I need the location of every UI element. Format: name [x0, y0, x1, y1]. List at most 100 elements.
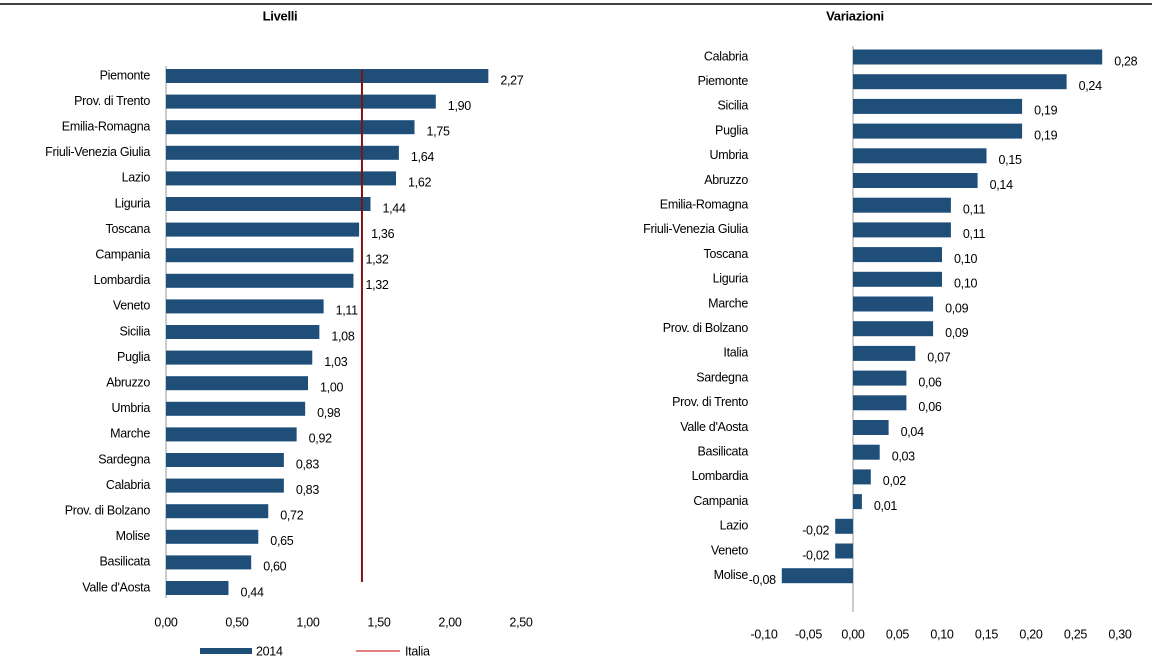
bar	[166, 222, 360, 237]
x-tick-label: 2,00	[438, 615, 461, 629]
category-label: Prov. di Trento	[672, 395, 748, 409]
x-tick-label: 0,30	[1108, 627, 1131, 641]
value-label: 0,14	[990, 178, 1013, 192]
category-label: Friuli-Venezia Giulia	[45, 145, 150, 159]
category-label: Sicilia	[119, 324, 150, 338]
value-label: 0,83	[296, 457, 319, 471]
bar	[853, 345, 916, 361]
category-label: Basilicata	[100, 555, 151, 569]
value-label: 0,72	[280, 508, 303, 522]
category-label: Lombardia	[94, 273, 151, 287]
bar	[166, 325, 320, 339]
bar	[853, 123, 1023, 139]
category-label: Basilicata	[698, 444, 749, 458]
bar	[166, 69, 489, 83]
value-label: 0,09	[945, 326, 968, 340]
bar	[166, 299, 324, 314]
x-tick-label: 0,05	[886, 627, 909, 641]
value-label: 1,00	[320, 380, 343, 394]
category-label: Toscana	[704, 247, 749, 261]
value-label: 1,08	[331, 329, 354, 343]
bar	[853, 148, 987, 164]
value-label: 2,27	[500, 73, 523, 87]
category-label: Liguria	[713, 272, 749, 286]
category-label: Campania	[693, 494, 748, 508]
x-tick-label: -0,05	[795, 627, 822, 641]
category-label: Friuli-Venezia Giulia	[643, 222, 748, 236]
bar	[853, 444, 880, 460]
bar	[853, 296, 934, 312]
value-label: 1,90	[448, 99, 471, 113]
value-label: 0,15	[999, 153, 1022, 167]
bar	[166, 273, 354, 288]
bar	[853, 173, 978, 188]
x-tick-label: 1,50	[367, 615, 390, 629]
category-label: Sicilia	[717, 99, 748, 113]
category-label: Emilia-Romagna	[62, 119, 151, 133]
bar	[853, 271, 942, 287]
value-label: 1,62	[408, 176, 431, 190]
legend-label: Italia	[405, 644, 430, 658]
bar	[166, 581, 229, 595]
bar	[166, 427, 297, 442]
category-label: Marche	[708, 296, 748, 310]
bar	[853, 247, 942, 263]
x-tick-label: 0,25	[1064, 627, 1087, 641]
x-tick-label: 0,15	[975, 627, 998, 641]
category-label: Umbria	[710, 148, 749, 162]
x-tick-label: 0,00	[841, 627, 864, 641]
category-label: Liguria	[115, 196, 151, 210]
value-label: 1,75	[427, 124, 450, 138]
bar	[853, 98, 1023, 114]
x-tick-label: 0,50	[225, 615, 248, 629]
bar	[853, 395, 907, 411]
category-label: Emilia-Romagna	[660, 197, 749, 211]
category-label: Piemonte	[698, 74, 749, 88]
x-tick-label: 2,50	[509, 615, 532, 629]
value-label: 1,44	[382, 201, 405, 215]
bar	[166, 145, 399, 160]
value-label: 0,02	[883, 474, 906, 488]
legend-swatch	[200, 648, 252, 654]
category-label: Prov. di Trento	[74, 94, 150, 108]
bar	[166, 555, 252, 570]
chart-title: Variazioni	[826, 8, 884, 23]
category-label: Veneto	[711, 543, 748, 557]
category-label: Calabria	[106, 478, 150, 492]
bar	[853, 469, 871, 485]
bar	[166, 350, 313, 365]
bar	[166, 171, 397, 186]
category-label: Lombardia	[692, 469, 749, 483]
category-label: Valle d'Aosta	[680, 420, 748, 434]
value-label: 0,44	[240, 585, 263, 599]
bar	[166, 376, 308, 391]
value-label: 0,01	[874, 499, 897, 513]
value-label: 0,19	[1034, 128, 1057, 142]
value-label: 0,06	[918, 375, 941, 389]
x-tick-label: 0,00	[154, 615, 177, 629]
value-label: 0,65	[270, 534, 293, 548]
value-label: 1,36	[371, 227, 394, 241]
value-label: 0,11	[963, 227, 986, 241]
category-label: Abruzzo	[704, 173, 748, 187]
category-label: Calabria	[704, 49, 748, 63]
bar	[166, 120, 415, 135]
category-label: Lazio	[122, 171, 151, 185]
value-label: -0,02	[802, 524, 829, 538]
value-label: -0,08	[749, 573, 776, 587]
x-tick-label: 0,10	[930, 627, 953, 641]
bar	[853, 74, 1067, 90]
x-tick-label: -0,10	[751, 627, 778, 641]
bar	[166, 478, 284, 493]
category-label: Piemonte	[100, 68, 151, 82]
value-label: 0,98	[317, 406, 340, 420]
category-label: Valle d'Aosta	[82, 580, 150, 594]
x-tick-label: 1,00	[296, 615, 319, 629]
category-label: Italia	[723, 346, 748, 360]
category-label: Puglia	[715, 123, 748, 137]
bar	[835, 543, 853, 559]
value-label: 0,19	[1034, 104, 1057, 118]
category-label: Prov. di Bolzano	[65, 503, 151, 517]
value-label: 0,10	[954, 252, 977, 266]
value-label: 0,03	[892, 449, 915, 463]
